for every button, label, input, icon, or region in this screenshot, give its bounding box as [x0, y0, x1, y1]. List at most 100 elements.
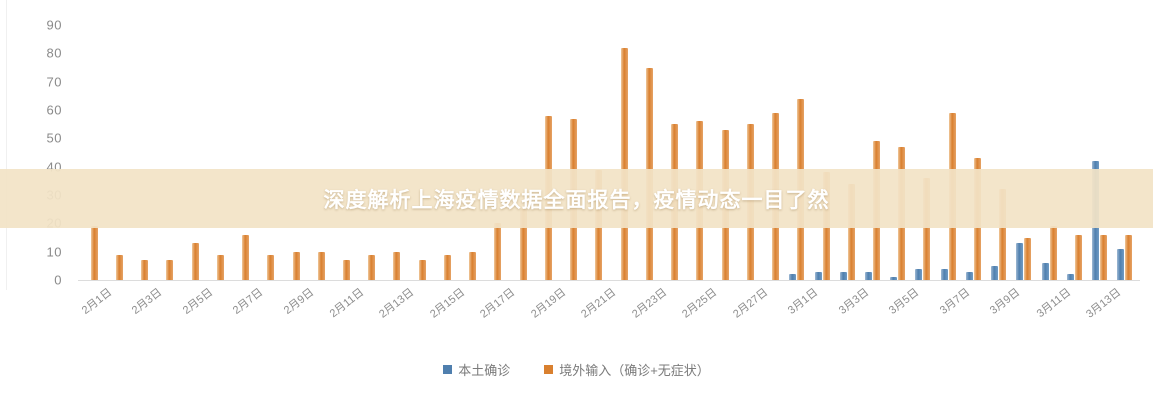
bar-imported[interactable] [242, 234, 250, 280]
x-tick-label: 2月5日 [180, 286, 215, 317]
bar-group [835, 25, 860, 280]
bar-imported[interactable] [1024, 237, 1032, 280]
bar-group [179, 25, 204, 280]
bar-local-confirmed[interactable] [1117, 248, 1125, 280]
bar-group [431, 25, 456, 280]
bar-group [381, 25, 406, 280]
bar-group [860, 25, 885, 280]
bar-imported[interactable] [141, 260, 149, 280]
bar-group [1113, 25, 1138, 280]
x-tick-label: 3月5日 [887, 286, 922, 317]
bar-imported[interactable] [1049, 226, 1057, 280]
bar-imported[interactable] [469, 251, 477, 280]
bar-local-confirmed[interactable] [864, 271, 872, 280]
x-tick-label: 2月13日 [377, 286, 417, 321]
x-axis-line [78, 280, 1140, 281]
bar-local-confirmed[interactable] [991, 265, 999, 280]
y-tick-label: 90 [46, 17, 62, 33]
bar-local-confirmed[interactable] [1066, 274, 1074, 280]
bar-group [684, 25, 709, 280]
bar-imported[interactable] [418, 260, 426, 280]
bar-group [229, 25, 254, 280]
x-tick-label: 2月19日 [528, 286, 569, 321]
bar-group [886, 25, 911, 280]
bar-local-confirmed[interactable] [1016, 243, 1024, 280]
bar-group [583, 25, 608, 280]
bar-imported[interactable] [216, 254, 224, 280]
legend-label-imported: 境外输入（确诊+无症状） [559, 363, 710, 378]
legend-label-local: 本土确诊 [458, 363, 511, 378]
bar-local-confirmed[interactable] [1041, 263, 1049, 280]
bar-group [759, 25, 784, 280]
bar-imported[interactable] [393, 251, 401, 280]
bar-imported[interactable] [847, 183, 855, 280]
bar-imported[interactable] [292, 251, 300, 280]
y-tick-label: 60 [46, 102, 62, 118]
bar-group [709, 25, 734, 280]
bar-imported[interactable] [166, 260, 174, 280]
watermark-band [0, 169, 1153, 228]
bar-local-confirmed[interactable] [839, 271, 847, 280]
bar-local-confirmed[interactable] [789, 274, 797, 280]
bar-group [128, 25, 153, 280]
bar-imported[interactable] [115, 254, 123, 280]
y-tick-label: 50 [46, 130, 62, 146]
x-tick-label: 2月27日 [730, 286, 771, 321]
x-tick-label: 3月9日 [988, 286, 1023, 317]
bar-group [204, 25, 229, 280]
bar-imported[interactable] [519, 209, 527, 280]
bar-group [1062, 25, 1087, 280]
bar-local-confirmed[interactable] [940, 268, 948, 280]
bar-group [356, 25, 381, 280]
x-tick-label: 2月9日 [281, 286, 316, 317]
bar-local-confirmed[interactable] [814, 271, 822, 280]
bar-group [406, 25, 431, 280]
bar-group [1088, 25, 1113, 280]
bar-group [457, 25, 482, 280]
bar-imported[interactable] [1100, 234, 1108, 280]
y-tick-label: 70 [46, 74, 62, 90]
bar-group [961, 25, 986, 280]
x-tick-label: 2月7日 [230, 286, 266, 317]
y-tick-label: 80 [46, 45, 62, 61]
bar-group [785, 25, 810, 280]
x-tick-label: 2月21日 [579, 286, 619, 321]
watermark-text: 深度解析上海疫情数据全面报告，疫情动态一目了然 [323, 187, 830, 212]
bar-group [936, 25, 961, 280]
bar-imported[interactable] [90, 226, 98, 280]
y-axis-ticks: 0102030405060708090 [18, 19, 62, 287]
bar-imported[interactable] [317, 251, 325, 280]
bar-imported[interactable] [443, 254, 451, 280]
y-tick-label: 10 [46, 244, 62, 260]
bar-local-confirmed[interactable] [890, 277, 898, 280]
bar-imported[interactable] [620, 47, 628, 280]
bar-imported[interactable] [999, 189, 1007, 280]
legend-item-local[interactable]: 本土确诊 [443, 360, 510, 379]
bar-group [532, 25, 557, 280]
bar-group [1012, 25, 1037, 280]
bar-imported[interactable] [494, 223, 502, 280]
bar-group [633, 25, 658, 280]
x-tick-label: 3月13日 [1084, 286, 1124, 321]
bar-local-confirmed[interactable] [965, 271, 973, 280]
plot-area [78, 25, 1138, 280]
bar-group [305, 25, 330, 280]
legend-item-imported[interactable]: 境外输入（确诊+无症状） [544, 360, 710, 379]
x-tick-label: 3月7日 [937, 286, 972, 317]
chart-legend: 本土确诊 境外输入（确诊+无症状） [0, 360, 1153, 379]
bar-group [255, 25, 280, 280]
bar-group [658, 25, 683, 280]
bar-imported[interactable] [1125, 234, 1133, 280]
bar-imported[interactable] [342, 260, 350, 280]
bar-group [482, 25, 507, 280]
bar-imported[interactable] [267, 254, 275, 280]
bar-imported[interactable] [1074, 234, 1082, 280]
x-tick-label: 2月15日 [427, 286, 468, 321]
x-tick-label: 2月25日 [680, 286, 720, 321]
bar-imported[interactable] [368, 254, 376, 280]
bar-local-confirmed[interactable] [915, 268, 923, 280]
bar-group [810, 25, 835, 280]
bar-imported[interactable] [191, 243, 199, 280]
bar-group [330, 25, 355, 280]
bar-imported[interactable] [923, 178, 931, 280]
